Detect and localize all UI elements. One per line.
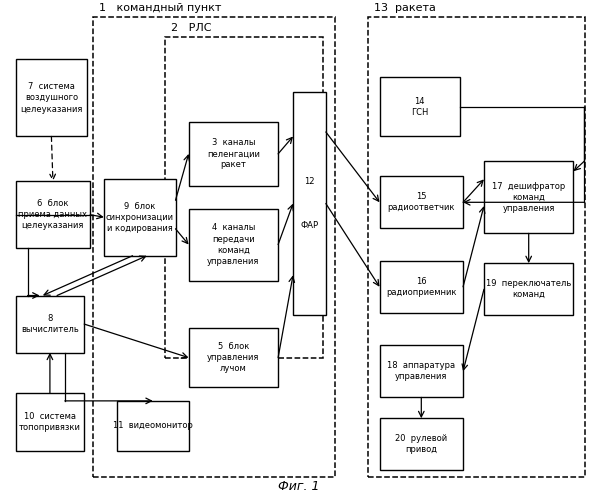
Text: 7  система
воздушного
целеуказания: 7 система воздушного целеуказания (20, 82, 83, 114)
Text: 6  блок
приема данных
целеуказания: 6 блок приема данных целеуказания (19, 199, 87, 230)
Text: 15
радиоответчик: 15 радиоответчик (388, 192, 455, 212)
Bar (293, 92, 326, 316)
Text: 9  блок
синхронизации
и кодирования: 9 блок синхронизации и кодирования (106, 202, 173, 233)
Bar (188, 122, 278, 186)
Text: 11  видеомонитор: 11 видеомонитор (113, 421, 193, 430)
Bar (380, 77, 460, 136)
Bar (165, 37, 323, 358)
Bar (117, 401, 188, 450)
Bar (380, 418, 463, 470)
Bar (188, 208, 278, 281)
Bar (16, 394, 84, 450)
Text: 19  переключатель
команд: 19 переключатель команд (486, 279, 571, 299)
Bar (484, 263, 573, 316)
Text: 5  блок
управления
лучом: 5 блок управления лучом (207, 342, 260, 373)
Bar (16, 181, 90, 248)
Text: Фиг. 1: Фиг. 1 (278, 480, 320, 494)
Bar (188, 328, 278, 388)
Bar (93, 17, 335, 477)
Text: 16
радиоприемник: 16 радиоприемник (386, 277, 456, 297)
Bar (368, 17, 585, 477)
Text: 18  аппаратура
управления: 18 аппаратура управления (388, 362, 455, 382)
Text: 12



ФАР: 12 ФАР (300, 177, 319, 230)
Text: 2   РЛС: 2 РЛС (170, 23, 211, 33)
Text: 13  ракета: 13 ракета (374, 3, 435, 13)
Bar (104, 178, 175, 256)
Bar (484, 162, 573, 234)
Text: 3  каналы
пеленгации
ракет: 3 каналы пеленгации ракет (207, 138, 260, 170)
Bar (16, 296, 84, 352)
Text: 17  дешифратор
команд
управления: 17 дешифратор команд управления (492, 182, 565, 213)
Bar (380, 345, 463, 398)
Bar (380, 260, 463, 313)
Text: 1   командный пункт: 1 командный пункт (99, 3, 221, 13)
Bar (16, 60, 87, 136)
Text: 8
вычислитель: 8 вычислитель (21, 314, 79, 334)
Text: 14
ГСН: 14 ГСН (411, 96, 429, 116)
Bar (380, 176, 463, 229)
Text: 20  рулевой
привод: 20 рулевой привод (395, 434, 447, 454)
Text: 4  каналы
передачи
команд
управления: 4 каналы передачи команд управления (207, 224, 260, 266)
Text: 10  система
топопривязки: 10 система топопривязки (19, 412, 81, 432)
